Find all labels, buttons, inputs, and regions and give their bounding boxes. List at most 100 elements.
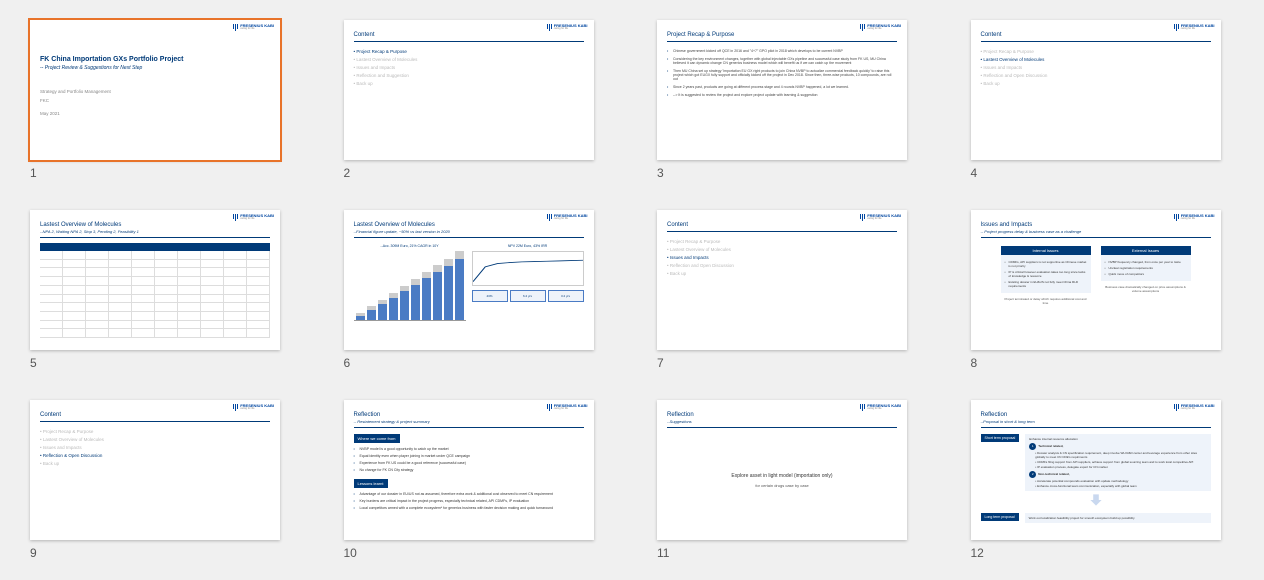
section-title: Reflection	[354, 412, 584, 418]
slide-thumbnail[interactable]: FRESENIUS KABIcaring for life Issues and…	[971, 210, 1235, 370]
toc-item: Lastest Overview of Molecules	[354, 55, 584, 63]
brand-tag: caring for life	[1181, 218, 1215, 221]
slide-thumbnail[interactable]: FRESENIUS KABIcaring for life Content Pr…	[971, 20, 1235, 180]
slide-thumbnail[interactable]: FRESENIUS KABIcaring for life FK China I…	[30, 20, 294, 180]
brand-tag: caring for life	[554, 408, 588, 411]
section-title: Project Recap & Purpose	[667, 32, 897, 38]
brand-logo: FRESENIUS KABIcaring for life	[547, 214, 588, 221]
slide-canvas: FRESENIUS KABIcaring for life FK China I…	[30, 20, 280, 160]
toc-item: Lastest Overview of Molecules	[40, 435, 270, 443]
section-title: Content	[981, 32, 1211, 38]
section-sub: --Suggestions	[667, 419, 897, 424]
toc-item: Project Recap & Purpose	[40, 427, 270, 435]
long-term-body: Work out localization feasibility projec…	[1025, 513, 1211, 523]
slide-thumbnail[interactable]: FRESENIUS KABIcaring for life Reflection…	[971, 400, 1235, 560]
bullet-item: Since 2 years past, products are going a…	[667, 83, 897, 91]
where-from-head: Where we come from	[354, 434, 400, 443]
slide-number: 3	[657, 166, 921, 180]
toc-list: Project Recap & PurposeLastest Overview …	[354, 47, 584, 87]
brand-logo: FRESENIUS KABIcaring for life	[233, 404, 274, 411]
left-box: Internal Issues CDMFs, API suppliers is …	[1001, 246, 1091, 305]
section-sub: --NPA 2, Waiting NPA 2, Stop 3, Pending …	[40, 229, 270, 234]
section-title: Lastest Overview of Molecules	[354, 222, 584, 228]
chart-title-right: NPV 22M Euro, 43% IRR	[472, 244, 584, 248]
brand-logo: FRESENIUS KABIcaring for life	[1174, 24, 1215, 31]
brand-logo: FRESENIUS KABIcaring for life	[233, 214, 274, 221]
slide-canvas: FRESENIUS KABIcaring for life Reflection…	[971, 400, 1221, 540]
slide-canvas: FRESENIUS KABIcaring for life Content Pr…	[30, 400, 280, 540]
brand-tag: caring for life	[867, 218, 901, 221]
section-title: Reflection	[667, 412, 897, 418]
dept: Strategy and Portfolio Management	[40, 89, 270, 94]
slide-canvas: FRESENIUS KABIcaring for life Issues and…	[971, 210, 1221, 350]
toc-item: Project Recap & Purpose	[981, 47, 1211, 55]
arrow-down-icon	[1089, 493, 1103, 507]
slide-thumbnail[interactable]: FRESENIUS KABIcaring for life Content Pr…	[30, 400, 294, 560]
refl-item: Local competitors armed with a complete …	[354, 504, 584, 511]
toc-item: Back up	[981, 79, 1211, 87]
kpi-box: 43%	[472, 290, 508, 302]
kpi-box: 3.2 yrs	[548, 290, 584, 302]
slide-thumbnail[interactable]: FRESENIUS KABIcaring for life Project Re…	[657, 20, 921, 180]
section-title: Lastest Overview of Molecules	[40, 222, 270, 228]
brand-logo: FRESENIUS KABIcaring for life	[547, 24, 588, 31]
slide-number: 7	[657, 356, 921, 370]
toc-item: Back up	[667, 269, 897, 277]
refl-item: No change for FK CN City strategy	[354, 466, 584, 473]
deck-subtitle: -- Project Review & Suggestions for Next…	[40, 65, 270, 71]
slide-number: 6	[344, 356, 608, 370]
bullet-item: Then MU China set up strategy 'Importati…	[667, 67, 897, 83]
toc-item: Reflection and Open Discussion	[667, 261, 897, 269]
slide-number: 8	[971, 356, 1235, 370]
kpi-box: 6.2 yrs	[510, 290, 546, 302]
refl-item: Advantage of our dossier in EU/US not as…	[354, 490, 584, 497]
toc-item: Back up	[40, 459, 270, 467]
brand-logo: FRESENIUS KABIcaring for life	[860, 214, 901, 221]
brand-logo: FRESENIUS KABIcaring for life	[860, 404, 901, 411]
brand-tag: caring for life	[1181, 408, 1215, 411]
slide-canvas: FRESENIUS KABIcaring for life Content Pr…	[971, 20, 1221, 160]
toc-item: Issues and Impacts	[354, 63, 584, 71]
section-sub: --Proposal in short & long term	[981, 419, 1211, 424]
slide-thumbnail[interactable]: FRESENIUS KABIcaring for life Lastest Ov…	[344, 210, 608, 370]
chart-title-left: --Acc. 309M Euro, 21% CAGR in 10Y	[354, 244, 466, 248]
slide-canvas: FRESENIUS KABIcaring for life Reflection…	[344, 400, 594, 540]
slide-thumbnail[interactable]: FRESENIUS KABIcaring for life Content Pr…	[344, 20, 608, 180]
abbr: FKC	[40, 98, 270, 103]
bullet-item: Considering the key environment changes,…	[667, 55, 897, 67]
toc-item: Lastest Overview of Molecules	[981, 55, 1211, 63]
slide-thumbnail[interactable]: FRESENIUS KABIcaring for life Lastest Ov…	[30, 210, 294, 370]
lessons-head: Lessons learnt	[354, 479, 388, 488]
slide-canvas: FRESENIUS KABIcaring for life Lastest Ov…	[344, 210, 594, 350]
section-sub: --Financial figure update, ~50% vs last …	[354, 229, 584, 234]
right-box: External Issues NVBP frequency changed, …	[1101, 246, 1191, 305]
slide-canvas: FRESENIUS KABIcaring for life Project Re…	[657, 20, 907, 160]
slide-thumbnail[interactable]: FRESENIUS KABIcaring for life Reflection…	[657, 400, 921, 560]
toc-list: Project Recap & PurposeLastest Overview …	[981, 47, 1211, 87]
section-sub: -- Project progress delay & business cas…	[981, 229, 1211, 234]
slide-number: 4	[971, 166, 1235, 180]
short-term-label: Short term proposal	[981, 434, 1020, 442]
brand-logo: FRESENIUS KABIcaring for life	[547, 404, 588, 411]
toc-item: Issues and Impacts	[981, 63, 1211, 71]
brand-tag: caring for life	[240, 408, 274, 411]
slide-grid: FRESENIUS KABIcaring for life FK China I…	[30, 20, 1234, 560]
slide-thumbnail[interactable]: FRESENIUS KABIcaring for life Reflection…	[344, 400, 608, 560]
short-term-body: Enhance internal resource allocation 1Te…	[1025, 434, 1210, 491]
toc-item: Reflection and Open Discussion	[981, 71, 1211, 79]
toc-list: Project Recap & PurposeLastest Overview …	[667, 237, 897, 277]
slide-canvas: FRESENIUS KABIcaring for life Lastest Ov…	[30, 210, 280, 350]
brand-tag: caring for life	[240, 218, 274, 221]
slide-thumbnail[interactable]: FRESENIUS KABIcaring for life Content Pr…	[657, 210, 921, 370]
slide-number: 1	[30, 166, 294, 180]
refl-item: NVBP model is a good opportunity to catc…	[354, 445, 584, 452]
section-title: Content	[40, 412, 270, 418]
toc-item: Back up	[354, 79, 584, 87]
brand-logo: FRESENIUS KABIcaring for life	[860, 24, 901, 31]
slide-canvas: FRESENIUS KABIcaring for life Content Pr…	[344, 20, 594, 160]
long-term-label: Long term proposal	[981, 513, 1019, 521]
brand-logo: FRESENIUS KABIcaring for life	[233, 24, 274, 31]
slide-number: 11	[657, 546, 921, 560]
brand-tag: caring for life	[554, 28, 588, 31]
slide-number: 2	[344, 166, 608, 180]
